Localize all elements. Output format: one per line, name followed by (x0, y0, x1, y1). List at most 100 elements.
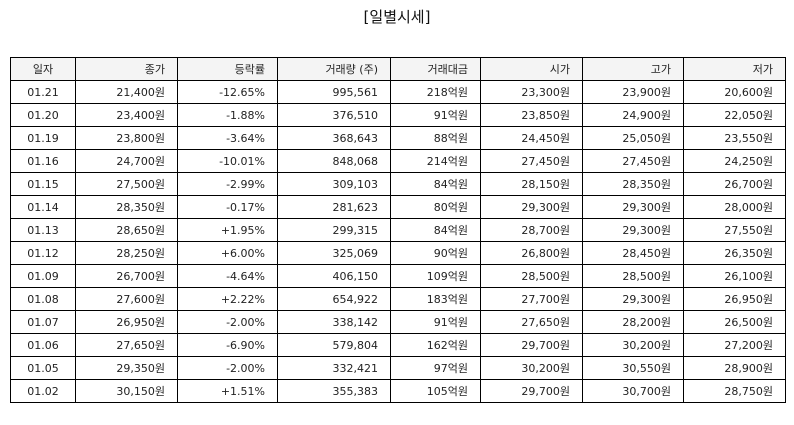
cell-low: 27,200원 (683, 333, 786, 357)
cell-change: +6.00% (177, 241, 278, 265)
cell-open: 28,150원 (480, 172, 583, 196)
cell-open: 23,300원 (480, 80, 583, 104)
table-body: 01.21 21,400원 -12.65% 995,561 218억원 23,300원 23… (10, 80, 786, 403)
page-title: [일별시세] (363, 8, 431, 26)
cell-date: 01.20 (10, 103, 76, 127)
cell-open: 27,650원 (480, 310, 583, 334)
column-header-high: 고가 (582, 57, 684, 81)
cell-high: 28,200원 (582, 310, 684, 334)
cell-date: 01.08 (10, 287, 76, 311)
cell-volume: 579,804 (277, 333, 391, 357)
table-row: 01.19 23,800원 -3.64% 368,643 88억원 24,450원 25,0… (10, 126, 786, 150)
cell-amount: 162억원 (390, 333, 481, 357)
cell-high: 28,450원 (582, 241, 684, 265)
cell-close: 24,700원 (75, 149, 178, 173)
cell-amount: 214억원 (390, 149, 481, 173)
cell-volume: 368,643 (277, 126, 391, 150)
table-row: 01.06 27,650원 -6.90% 579,804 162억원 29,700원 30,… (10, 333, 786, 357)
cell-volume: 299,315 (277, 218, 391, 242)
column-header-close: 종가 (75, 57, 178, 81)
cell-open: 27,700원 (480, 287, 583, 311)
cell-amount: 183억원 (390, 287, 481, 311)
cell-high: 28,500원 (582, 264, 684, 288)
cell-date: 01.21 (10, 80, 76, 104)
cell-close: 21,400원 (75, 80, 178, 104)
cell-high: 25,050원 (582, 126, 684, 150)
table-row: 01.08 27,600원 +2.22% 654,922 183억원 27,700원 29,… (10, 287, 786, 311)
table-row: 01.21 21,400원 -12.65% 995,561 218억원 23,300원 23… (10, 80, 786, 104)
cell-open: 27,450원 (480, 149, 583, 173)
cell-high: 29,300원 (582, 218, 684, 242)
cell-change: -10.01% (177, 149, 278, 173)
cell-open: 29,300원 (480, 195, 583, 219)
cell-change: -12.65% (177, 80, 278, 104)
table-row: 01.07 26,950원 -2.00% 338,142 91억원 27,650원 28,2… (10, 310, 786, 334)
cell-change: +1.95% (177, 218, 278, 242)
cell-high: 23,900원 (582, 80, 684, 104)
cell-close: 26,700원 (75, 264, 178, 288)
cell-date: 01.14 (10, 195, 76, 219)
column-header-low: 저가 (683, 57, 786, 81)
cell-low: 28,750원 (683, 379, 786, 403)
table-row: 01.02 30,150원 +1.51% 355,383 105억원 29,700원 30,… (10, 379, 786, 403)
cell-open: 29,700원 (480, 333, 583, 357)
cell-amount: 84억원 (390, 172, 481, 196)
cell-date: 01.16 (10, 149, 76, 173)
cell-change: -0.17% (177, 195, 278, 219)
cell-close: 27,650원 (75, 333, 178, 357)
cell-close: 28,250원 (75, 241, 178, 265)
cell-date: 01.02 (10, 379, 76, 403)
cell-low: 26,100원 (683, 264, 786, 288)
column-header-volume: 거래량 (주) (277, 57, 391, 81)
cell-change: -2.00% (177, 310, 278, 334)
table-header-row: 일자 종가 등락률 거래량 (주) 거래대금 시가 고가 저가 (10, 57, 786, 81)
cell-date: 01.06 (10, 333, 76, 357)
cell-close: 30,150원 (75, 379, 178, 403)
cell-volume: 376,510 (277, 103, 391, 127)
cell-volume: 654,922 (277, 287, 391, 311)
cell-high: 28,350원 (582, 172, 684, 196)
cell-close: 23,800원 (75, 126, 178, 150)
cell-low: 24,250원 (683, 149, 786, 173)
table-row: 01.12 28,250원 +6.00% 325,069 90억원 26,800원 28,4… (10, 241, 786, 265)
cell-amount: 218억원 (390, 80, 481, 104)
cell-volume: 332,421 (277, 356, 391, 380)
cell-high: 30,200원 (582, 333, 684, 357)
cell-change: -1.88% (177, 103, 278, 127)
cell-date: 01.05 (10, 356, 76, 380)
cell-low: 26,350원 (683, 241, 786, 265)
table-row: 01.20 23,400원 -1.88% 376,510 91억원 23,850원 24,9… (10, 103, 786, 127)
cell-change: -2.99% (177, 172, 278, 196)
cell-low: 22,050원 (683, 103, 786, 127)
cell-change: -4.64% (177, 264, 278, 288)
table-row: 01.14 28,350원 -0.17% 281,623 80억원 29,300원 29,3… (10, 195, 786, 219)
cell-high: 30,550원 (582, 356, 684, 380)
cell-volume: 406,150 (277, 264, 391, 288)
cell-date: 01.09 (10, 264, 76, 288)
column-header-open: 시가 (480, 57, 583, 81)
cell-low: 28,900원 (683, 356, 786, 380)
table-row: 01.16 24,700원 -10.01% 848,068 214억원 27,450원 27… (10, 149, 786, 173)
cell-amount: 88억원 (390, 126, 481, 150)
column-header-amount: 거래대금 (390, 57, 481, 81)
cell-high: 27,450원 (582, 149, 684, 173)
cell-date: 01.12 (10, 241, 76, 265)
cell-change: +1.51% (177, 379, 278, 403)
cell-date: 01.15 (10, 172, 76, 196)
cell-amount: 109억원 (390, 264, 481, 288)
cell-date: 01.07 (10, 310, 76, 334)
cell-open: 29,700원 (480, 379, 583, 403)
cell-amount: 97억원 (390, 356, 481, 380)
cell-change: -6.90% (177, 333, 278, 357)
column-header-change: 등락률 (177, 57, 278, 81)
cell-close: 26,950원 (75, 310, 178, 334)
cell-close: 28,350원 (75, 195, 178, 219)
table-row: 01.09 26,700원 -4.64% 406,150 109억원 28,500원 28,… (10, 264, 786, 288)
cell-open: 26,800원 (480, 241, 583, 265)
cell-amount: 90억원 (390, 241, 481, 265)
cell-low: 26,500원 (683, 310, 786, 334)
table-row: 01.13 28,650원 +1.95% 299,315 84억원 28,700원 29,3… (10, 218, 786, 242)
cell-amount: 91억원 (390, 103, 481, 127)
cell-volume: 325,069 (277, 241, 391, 265)
daily-price-table: 일자 종가 등락률 거래량 (주) 거래대금 시가 고가 저가 01.21 21,… (10, 57, 786, 403)
